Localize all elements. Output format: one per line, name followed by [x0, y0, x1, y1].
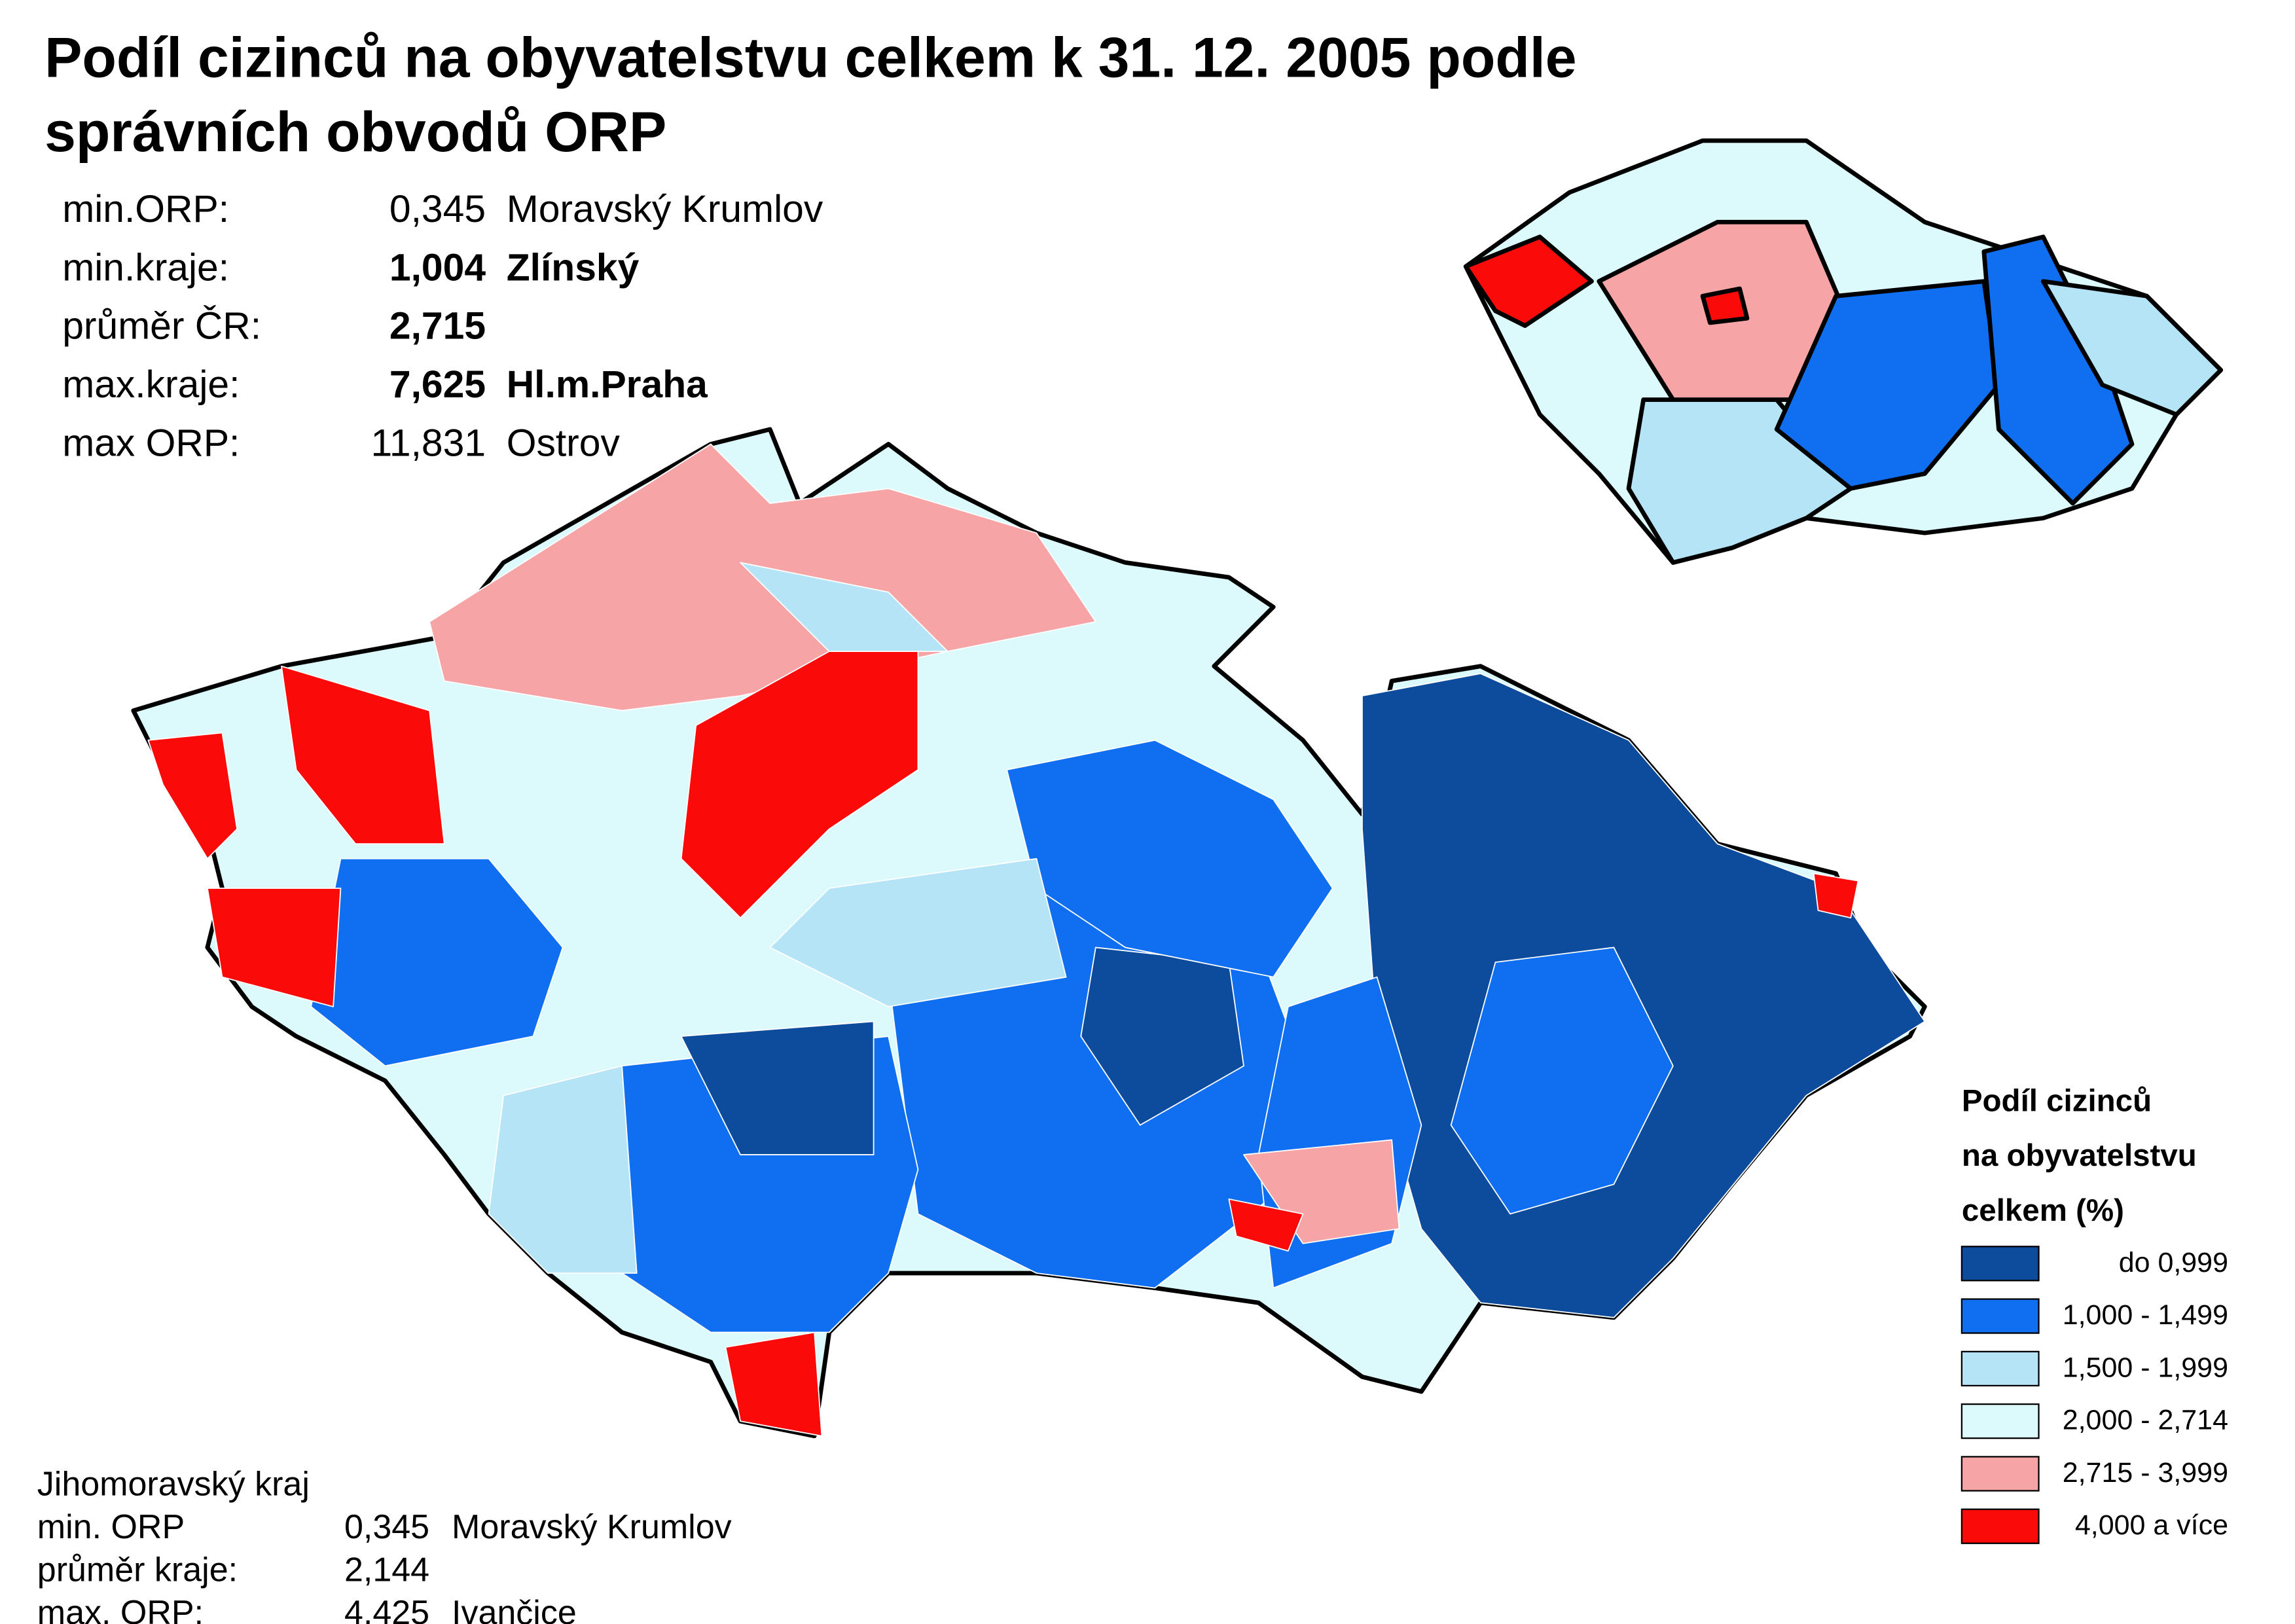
stat-name: Hl.m.Praha: [507, 363, 708, 406]
title: Podíl cizinců na obyvatelstvu celkem k 3…: [45, 27, 1576, 90]
region-name: Moravský Krumlov: [452, 1508, 732, 1546]
main-map: [131, 427, 1927, 1439]
inset-region: [1981, 234, 2135, 506]
legend-title: celkem (%): [1962, 1193, 2124, 1228]
legend-swatch: [1961, 1456, 2040, 1492]
stat-value: 1,004: [389, 246, 486, 289]
region-value: 2,144: [344, 1551, 429, 1589]
inset-region: [2040, 279, 2224, 417]
stat-value: 0,345: [389, 188, 486, 230]
legend-label: 4,000 a více: [2075, 1509, 2228, 1541]
district-area: [725, 1331, 823, 1437]
district-area: [1813, 873, 1859, 919]
district-area: [1228, 1199, 1304, 1252]
legend-swatch: [1961, 1350, 2040, 1387]
legend-label: 2,715 - 3,999: [2063, 1457, 2228, 1489]
legend-label: do 0,999: [2119, 1247, 2228, 1278]
districts: [147, 443, 1926, 1437]
legend-label: 2,000 - 2,714: [2063, 1405, 2228, 1436]
legend-title: Podíl cizinců: [1962, 1083, 2152, 1118]
district-area: [147, 732, 238, 859]
district-area: [680, 651, 919, 919]
district-area: [206, 888, 342, 1007]
region-name: Ivančice: [452, 1594, 577, 1624]
inset-region: [1463, 234, 1594, 328]
stat-value: 7,625: [389, 363, 486, 406]
legend-label: 1,500 - 1,999: [2063, 1352, 2228, 1383]
inset-region: [1700, 286, 1750, 325]
region-label: min. ORP: [37, 1508, 185, 1546]
stat-value: 2,715: [389, 305, 486, 348]
legend-swatch: [1961, 1246, 2040, 1282]
legend-swatch: [1961, 1508, 2040, 1544]
district-area: [488, 1065, 638, 1274]
stat-value: 11,831: [371, 422, 486, 464]
inset-region: [1774, 279, 2001, 491]
region-label: průměr kraje:: [37, 1551, 238, 1589]
district-area: [310, 857, 564, 1067]
stat-label: max ORP:: [62, 422, 240, 464]
title: správních obvodů ORP: [45, 101, 666, 164]
stat-name: Ostrov: [507, 422, 621, 464]
district-area: [1362, 673, 1926, 1318]
district-area: [740, 562, 949, 653]
stat-name: Zlínský: [507, 246, 640, 289]
district-area: [1450, 947, 1674, 1215]
legend-swatch: [1961, 1403, 2040, 1439]
district-area: [1006, 739, 1333, 978]
region-value: 4,425: [344, 1594, 429, 1624]
inset-map: [1463, 138, 2224, 565]
region-label: max. ORP:: [37, 1594, 204, 1624]
stat-label: min.kraje:: [62, 246, 229, 289]
legend-swatch: [1961, 1298, 2040, 1334]
stat-label: průměr ČR:: [62, 305, 261, 348]
legend-title: na obyvatelstvu: [1962, 1138, 2197, 1173]
district-area: [769, 857, 1067, 1007]
legend-label: 1,000 - 1,499: [2063, 1299, 2228, 1331]
stat-label: min.ORP:: [62, 188, 229, 230]
stat-name: Moravský Krumlov: [507, 188, 823, 230]
stat-label: max.kraje:: [62, 363, 240, 406]
region-value: 0,345: [344, 1508, 429, 1546]
district-area: [680, 1020, 875, 1155]
district-area: [281, 665, 445, 845]
region-title: Jihomoravský kraj: [37, 1465, 310, 1503]
